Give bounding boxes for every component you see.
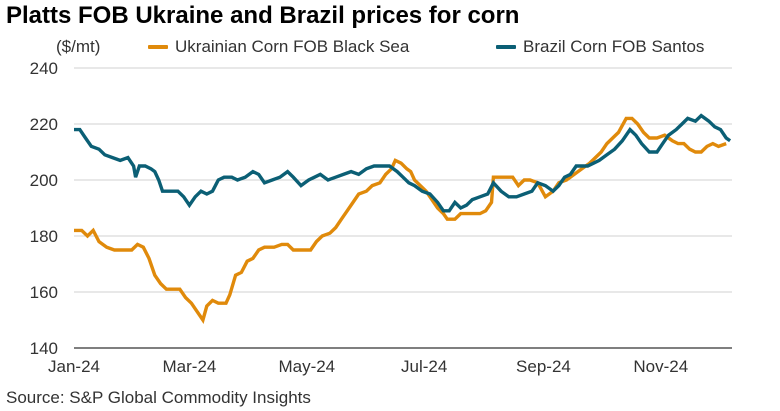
x-axis-ticks: Jan-24 Mar-24 May-24 Jul-24 Sep-24 Nov-24	[48, 357, 688, 376]
source-note: Source: S&P Global Commodity Insights	[6, 388, 311, 407]
legend-swatch-brazil-corn	[496, 45, 516, 49]
legend-label-brazil-corn: Brazil Corn FOB Santos	[523, 37, 705, 56]
y-axis-unit-label: ($/mt)	[56, 37, 101, 56]
y-tick-label-180: 180	[30, 227, 58, 246]
legend-item-ukrainian-corn: Ukrainian Corn FOB Black Sea	[148, 37, 409, 57]
y-tick-label-140: 140	[30, 339, 58, 358]
chart-title: Platts FOB Ukraine and Brazil prices for…	[6, 2, 520, 29]
series-lines	[74, 113, 732, 324]
x-tick-label-jan-24: Jan-24	[48, 357, 100, 376]
x-tick-label-sep-24: Sep-24	[516, 357, 571, 376]
x-tick-label-jul-24: Jul-24	[401, 357, 447, 376]
y-tick-label-220: 220	[30, 115, 58, 134]
y-tick-label-200: 200	[30, 171, 58, 190]
x-tick-label-may-24: May-24	[278, 357, 335, 376]
x-tick-label-nov-24: Nov-24	[633, 357, 688, 376]
y-tick-label-160: 160	[30, 283, 58, 302]
legend-swatch-ukrainian-corn	[148, 45, 168, 49]
y-tick-label-240: 240	[30, 59, 58, 78]
series-line-brazil-corn	[74, 113, 732, 213]
x-tick-label-mar-24: Mar-24	[163, 357, 217, 376]
y-axis-ticks: 140 160 180 200 220 240	[30, 59, 58, 358]
grid-lines	[74, 67, 732, 349]
series-line-ukrainian-corn	[74, 116, 727, 324]
legend-label-ukrainian-corn: Ukrainian Corn FOB Black Sea	[175, 37, 410, 56]
legend-item-brazil-corn: Brazil Corn FOB Santos	[496, 37, 704, 57]
